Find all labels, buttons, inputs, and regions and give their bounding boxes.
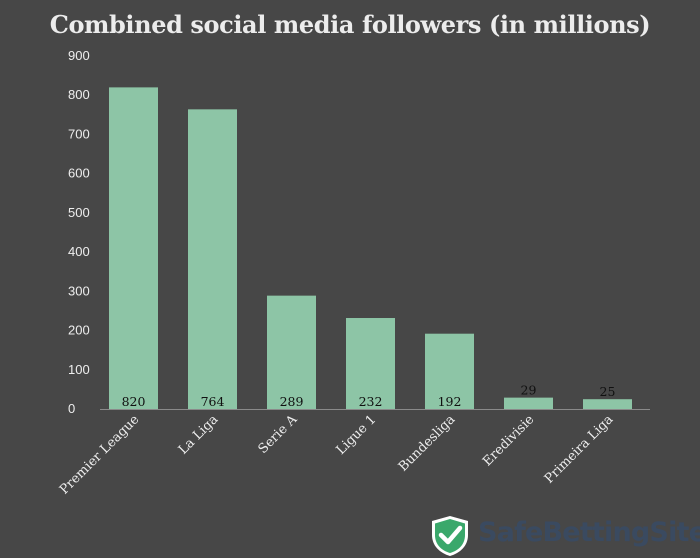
y-tick-label: 100 bbox=[68, 362, 90, 377]
x-tick-label: Premier League bbox=[57, 412, 143, 498]
y-tick-label: 700 bbox=[68, 126, 90, 141]
brand-logo-text: SafeBettingSites bbox=[478, 517, 700, 548]
x-tick-label: Bundesliga bbox=[396, 412, 459, 475]
data-labels: 820 764 289 232 192 29 25 bbox=[122, 383, 616, 409]
x-tick-label: Serie A bbox=[256, 412, 301, 457]
bar-ligue-1 bbox=[346, 318, 395, 409]
x-tick-label: Eredivisie bbox=[480, 412, 537, 469]
bar-bundesliga bbox=[425, 333, 474, 409]
x-tick-label: Ligue 1 bbox=[334, 412, 380, 458]
shield-check-icon bbox=[432, 516, 468, 556]
y-tick-label: 300 bbox=[68, 283, 90, 298]
chart-title: Combined social media followers (in mill… bbox=[49, 10, 651, 39]
bar-eredivisie bbox=[504, 397, 553, 409]
y-tick-label: 600 bbox=[68, 166, 90, 181]
data-label: 232 bbox=[359, 394, 383, 409]
data-label: 29 bbox=[521, 383, 537, 398]
y-axis-tick-labels: 0 100 200 300 400 500 600 700 800 900 bbox=[68, 48, 90, 416]
data-label: 764 bbox=[201, 394, 225, 409]
bar-la-liga bbox=[188, 109, 237, 409]
y-tick-label: 500 bbox=[68, 205, 90, 220]
y-tick-label: 400 bbox=[68, 244, 90, 259]
x-axis-tick-labels: Premier League La Liga Serie A Ligue 1 Bunde… bbox=[57, 412, 616, 498]
data-label: 192 bbox=[438, 394, 462, 409]
data-label: 820 bbox=[122, 394, 146, 409]
data-label: 25 bbox=[600, 384, 616, 399]
y-tick-label: 200 bbox=[68, 323, 90, 338]
bar-serie-a bbox=[267, 295, 316, 409]
bars bbox=[109, 87, 632, 409]
brand-logo: SafeBettingSites bbox=[430, 515, 700, 558]
bar-premier-league bbox=[109, 87, 158, 409]
y-tick-label: 900 bbox=[68, 48, 90, 63]
data-label: 289 bbox=[280, 394, 304, 409]
y-tick-label: 0 bbox=[68, 401, 75, 416]
x-tick-label: La Liga bbox=[176, 412, 222, 458]
x-tick-label: Primeira Liga bbox=[542, 412, 617, 487]
y-tick-label: 800 bbox=[68, 87, 90, 102]
bar-primeira-liga bbox=[583, 399, 632, 409]
